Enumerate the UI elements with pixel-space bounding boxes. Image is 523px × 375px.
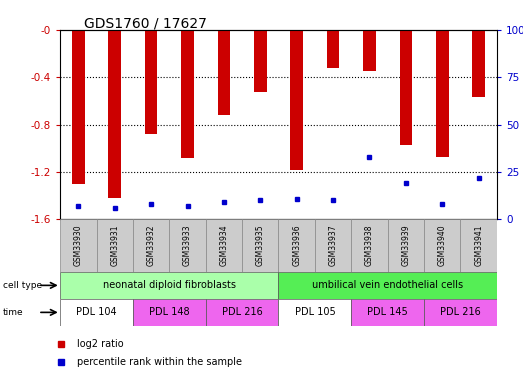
Text: PDL 105: PDL 105 [294, 308, 335, 317]
Text: time: time [3, 308, 23, 317]
Bar [133, 299, 206, 326]
Bar [315, 219, 351, 272]
Text: GSM33933: GSM33933 [183, 225, 192, 266]
Text: GSM33935: GSM33935 [256, 225, 265, 266]
Text: umbilical vein endothelial cells: umbilical vein endothelial cells [312, 280, 463, 290]
Bar [388, 219, 424, 272]
Text: neonatal diploid fibroblasts: neonatal diploid fibroblasts [103, 280, 236, 290]
Bar [133, 219, 169, 272]
Text: log2 ratio: log2 ratio [77, 339, 123, 349]
Bar [351, 299, 424, 326]
Bar [218, 30, 230, 115]
Bar [108, 30, 121, 198]
Text: GSM33939: GSM33939 [401, 225, 411, 266]
Text: GDS1760 / 17627: GDS1760 / 17627 [84, 17, 207, 31]
Bar [254, 30, 267, 92]
Bar [206, 299, 278, 326]
Bar [169, 219, 206, 272]
Text: PDL 145: PDL 145 [367, 308, 408, 317]
Bar [278, 272, 497, 299]
Text: cell type: cell type [3, 281, 42, 290]
Bar [472, 30, 485, 98]
Text: PDL 148: PDL 148 [149, 308, 190, 317]
Text: GSM33932: GSM33932 [146, 225, 156, 266]
Text: PDL 104: PDL 104 [76, 308, 117, 317]
Text: PDL 216: PDL 216 [440, 308, 481, 317]
Text: GSM33940: GSM33940 [438, 225, 447, 266]
Bar [206, 219, 242, 272]
Bar [97, 219, 133, 272]
Bar [60, 299, 133, 326]
Text: GSM33938: GSM33938 [365, 225, 374, 266]
Bar [436, 30, 449, 157]
Text: GSM33930: GSM33930 [74, 225, 83, 266]
Bar [181, 30, 194, 158]
Bar [327, 30, 339, 68]
Bar [363, 30, 376, 71]
Bar [400, 30, 412, 145]
Text: GSM33931: GSM33931 [110, 225, 119, 266]
Bar [424, 299, 497, 326]
Text: GSM33934: GSM33934 [220, 225, 229, 266]
Text: percentile rank within the sample: percentile rank within the sample [77, 357, 242, 367]
Bar [290, 30, 303, 170]
Text: PDL 216: PDL 216 [222, 308, 263, 317]
Bar [460, 219, 497, 272]
Bar [278, 219, 315, 272]
Bar [72, 30, 85, 184]
Text: GSM33936: GSM33936 [292, 225, 301, 266]
Bar [351, 219, 388, 272]
Bar [60, 272, 278, 299]
Bar [60, 219, 97, 272]
Bar [242, 219, 278, 272]
Bar [278, 299, 351, 326]
Bar [145, 30, 157, 134]
Bar [424, 219, 460, 272]
Text: GSM33937: GSM33937 [328, 225, 337, 266]
Text: GSM33941: GSM33941 [474, 225, 483, 266]
